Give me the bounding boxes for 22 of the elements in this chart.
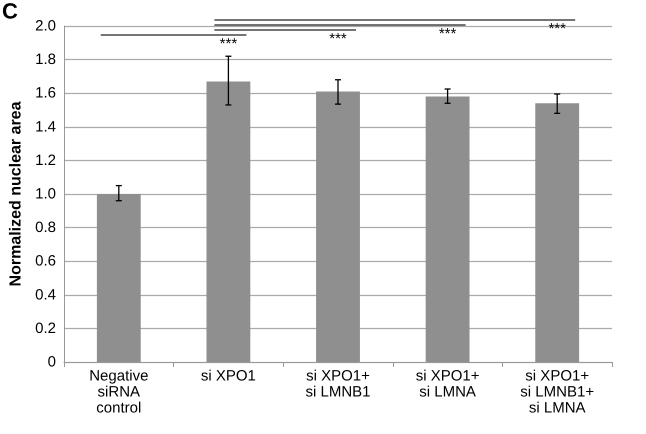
x-tick-label: si XPO1 [200, 368, 256, 384]
y-tick-label: 0 [48, 354, 56, 370]
y-tick-label: 1.0 [35, 186, 56, 202]
annotation: *** [220, 36, 238, 52]
annotation: *** [548, 20, 566, 38]
y-tick-label: 1.4 [35, 118, 56, 136]
y-tick-label: 1.6 [35, 84, 56, 102]
x-tick-label: Negative siRNA control [89, 368, 148, 416]
y-tick-label: 0.6 [35, 252, 56, 270]
y-tick-label: 0.2 [35, 320, 56, 337]
y-tick-label: 0.4 [35, 286, 56, 304]
x-tick-label: si XPO1+ si LMNA [416, 368, 480, 400]
y-tick-label: 1.8 [35, 51, 56, 68]
y-tick-label: 2.0 [35, 18, 56, 34]
annotation: *** [438, 26, 457, 42]
text: C [2, 0, 18, 24]
y-tick-label: 1.2 [35, 152, 56, 169]
x-tick-label: si XPO1+ si LMNB1+ si LMNA [520, 368, 594, 416]
y-axis-title: Normalized nuclear area [8, 101, 24, 286]
annotation: *** [329, 30, 347, 48]
y-tick-label: 0.8 [35, 219, 56, 236]
x-tick-label: si XPO1+ si LMNB1 [305, 368, 371, 400]
